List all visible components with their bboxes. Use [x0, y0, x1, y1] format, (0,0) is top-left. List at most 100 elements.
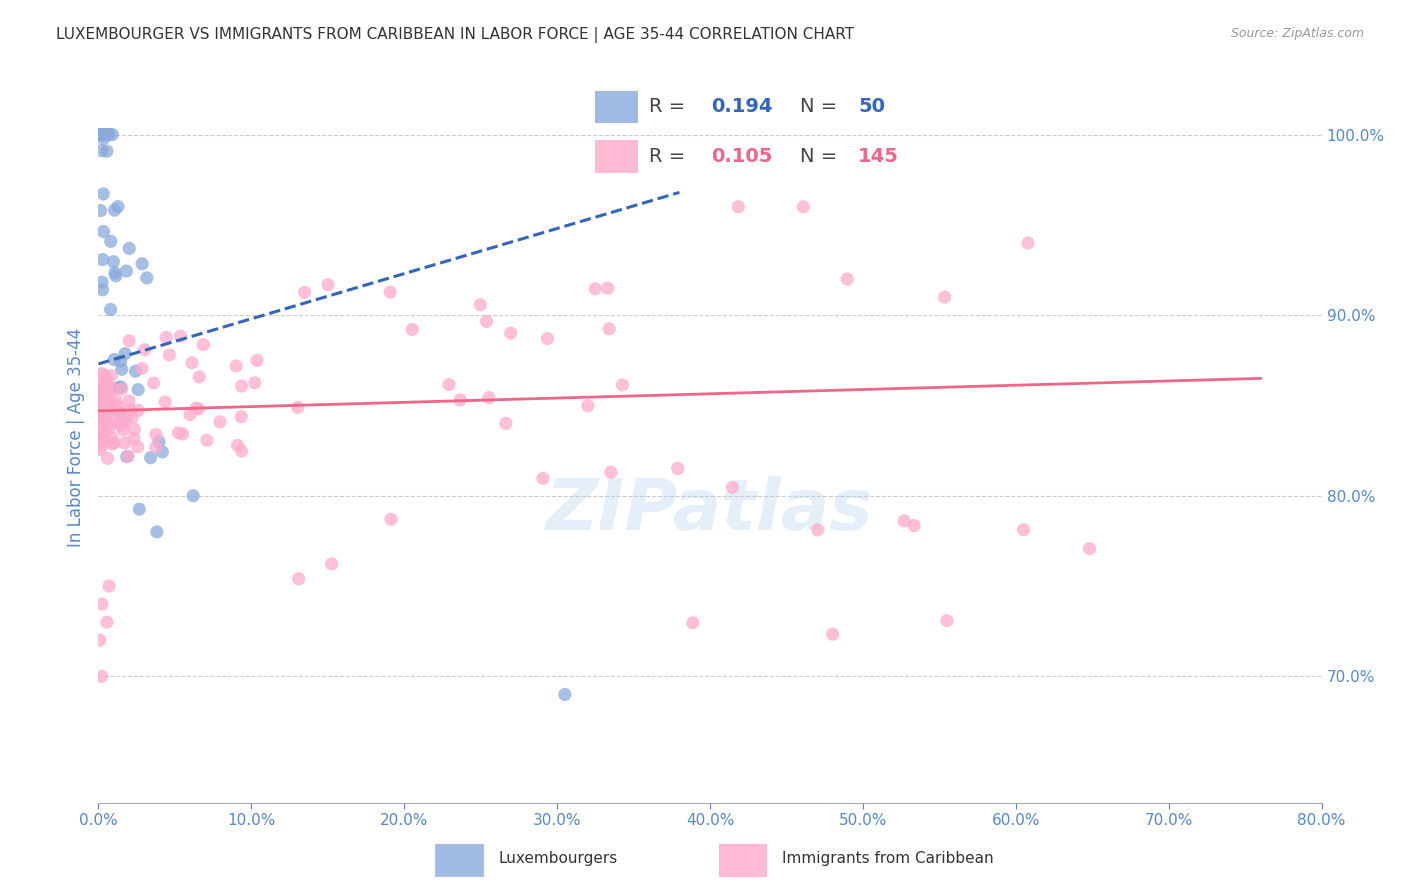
Point: [96, 128, 118, 142]
Point: [934, 290, 956, 304]
Point: [243, 376, 266, 390]
Point: [155, 330, 177, 344]
Point: [100, 411, 122, 425]
Point: [181, 489, 204, 503]
Point: [89, 433, 111, 447]
Point: [104, 404, 127, 418]
Point: [98, 402, 121, 417]
Point: [148, 434, 170, 449]
Point: [401, 322, 423, 336]
Point: [321, 557, 343, 571]
Point: [91, 128, 114, 142]
Point: [97, 399, 120, 413]
Point: [101, 128, 124, 142]
Point: [94, 395, 117, 409]
Point: [115, 264, 138, 278]
Point: [108, 380, 131, 394]
Point: [100, 302, 122, 317]
Point: [93, 405, 115, 419]
Point: [98, 579, 121, 593]
Point: [118, 241, 141, 255]
Point: [104, 393, 127, 408]
Point: [103, 383, 125, 397]
Point: [91, 252, 114, 267]
Point: [89, 429, 111, 443]
Point: [101, 401, 124, 416]
Point: [231, 409, 253, 424]
Point: [108, 401, 131, 415]
Point: [110, 418, 132, 433]
Point: [96, 401, 118, 415]
Bar: [595, 140, 638, 173]
Point: [90, 128, 112, 142]
Point: [499, 326, 522, 340]
Point: [91, 275, 114, 289]
Point: [114, 410, 136, 425]
Point: [150, 445, 173, 459]
Point: [792, 200, 814, 214]
Point: [111, 382, 134, 396]
Point: [231, 444, 253, 458]
Point: [93, 416, 115, 430]
Point: [583, 282, 606, 296]
Point: [903, 518, 925, 533]
Point: [139, 450, 162, 465]
Point: [478, 391, 501, 405]
Point: [100, 401, 122, 415]
Point: [89, 394, 111, 409]
Point: [145, 427, 167, 442]
Point: [90, 144, 112, 158]
Point: [101, 400, 124, 414]
Point: [97, 451, 120, 466]
Text: Source: ZipAtlas.com: Source: ZipAtlas.com: [1230, 27, 1364, 40]
Point: [89, 394, 111, 409]
Point: [91, 409, 114, 423]
Point: [807, 523, 830, 537]
Point: [124, 422, 146, 436]
Point: [316, 277, 339, 292]
Point: [90, 203, 112, 218]
Point: [91, 423, 114, 437]
Point: [475, 314, 498, 328]
Text: N =: N =: [800, 146, 844, 166]
Point: [103, 436, 125, 450]
Point: [93, 128, 115, 142]
Point: [93, 385, 115, 400]
Point: [727, 200, 749, 214]
Point: [91, 429, 114, 443]
Point: [127, 403, 149, 417]
Point: [531, 471, 554, 485]
Point: [226, 438, 249, 452]
Point: [108, 406, 131, 420]
Point: [100, 381, 122, 395]
Text: LUXEMBOURGER VS IMMIGRANTS FROM CARIBBEAN IN LABOR FORCE | AGE 35-44 CORRELATION: LUXEMBOURGER VS IMMIGRANTS FROM CARIBBEA…: [56, 27, 855, 43]
Point: [1078, 541, 1101, 556]
Point: [91, 597, 114, 611]
Text: R =: R =: [650, 146, 692, 166]
Point: [536, 332, 558, 346]
Point: [145, 440, 167, 454]
Point: [184, 401, 207, 416]
Point: [187, 402, 209, 417]
Point: [1012, 523, 1035, 537]
Point: [90, 384, 112, 399]
Point: [97, 377, 120, 392]
Point: [94, 383, 117, 397]
Point: [91, 408, 114, 422]
Point: [110, 380, 132, 394]
Point: [93, 368, 115, 383]
Point: [495, 416, 517, 430]
Point: [90, 402, 112, 417]
Point: [89, 128, 111, 142]
Point: [97, 396, 120, 410]
Point: [93, 408, 115, 422]
Point: [449, 392, 471, 407]
Point: [103, 352, 125, 367]
Point: [600, 465, 623, 479]
Point: [294, 285, 316, 300]
Point: [837, 272, 859, 286]
Point: [111, 362, 134, 376]
Point: [94, 434, 117, 448]
Point: [121, 410, 143, 425]
Text: N =: N =: [800, 97, 844, 117]
